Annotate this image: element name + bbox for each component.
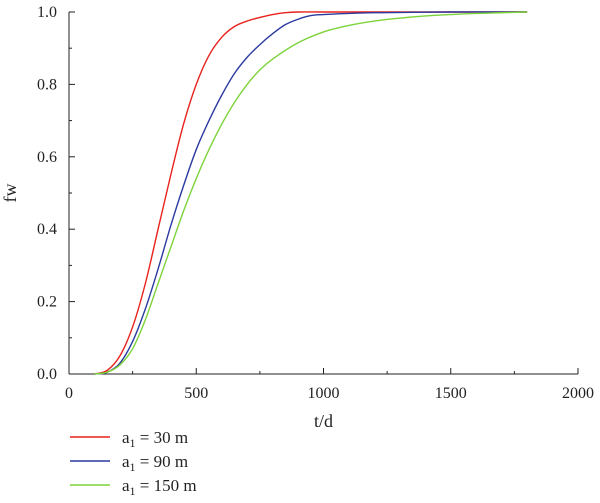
- x-tick-label: 2000: [562, 385, 594, 402]
- series-line-3: [94, 11, 528, 375]
- y-axis-title: fw: [0, 184, 20, 203]
- y-tick-label: 1.0: [37, 4, 57, 21]
- legend-label-2: a1 = 90 m: [122, 452, 188, 474]
- x-tick-label: 0: [65, 385, 73, 402]
- y-tick-label: 0.0: [37, 366, 57, 383]
- legend: a1 = 30 ma1 = 90 ma1 = 150 m: [70, 428, 197, 498]
- x-tick-label: 1000: [308, 385, 340, 402]
- axes: 0 500 1000 1500 2000 0.0 0.2 0.4 0.6 0.8 1.0 t/d fw: [0, 4, 594, 431]
- y-tick-label: 0.2: [37, 294, 57, 311]
- legend-label-3: a1 = 150 m: [122, 476, 197, 498]
- series-layer: [94, 11, 528, 375]
- x-axis-title: t/d: [314, 411, 333, 431]
- x-tick-label: 1500: [435, 385, 467, 402]
- y-tick-label: 0.4: [37, 221, 57, 238]
- y-tick-label: 0.6: [37, 149, 57, 166]
- legend-label-1: a1 = 30 m: [122, 428, 188, 450]
- y-tick-label: 0.8: [37, 76, 57, 93]
- x-tick-label: 500: [184, 385, 208, 402]
- series-line-1: [94, 11, 528, 375]
- series-line-2: [94, 11, 528, 375]
